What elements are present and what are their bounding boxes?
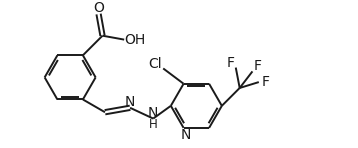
Text: F: F: [227, 56, 235, 70]
Text: O: O: [93, 1, 104, 15]
Text: N: N: [148, 106, 158, 120]
Text: N: N: [180, 128, 191, 142]
Text: F: F: [253, 58, 261, 73]
Text: OH: OH: [124, 33, 146, 47]
Text: F: F: [262, 75, 270, 89]
Text: N: N: [125, 95, 135, 109]
Text: Cl: Cl: [149, 57, 162, 71]
Text: H: H: [149, 118, 158, 131]
